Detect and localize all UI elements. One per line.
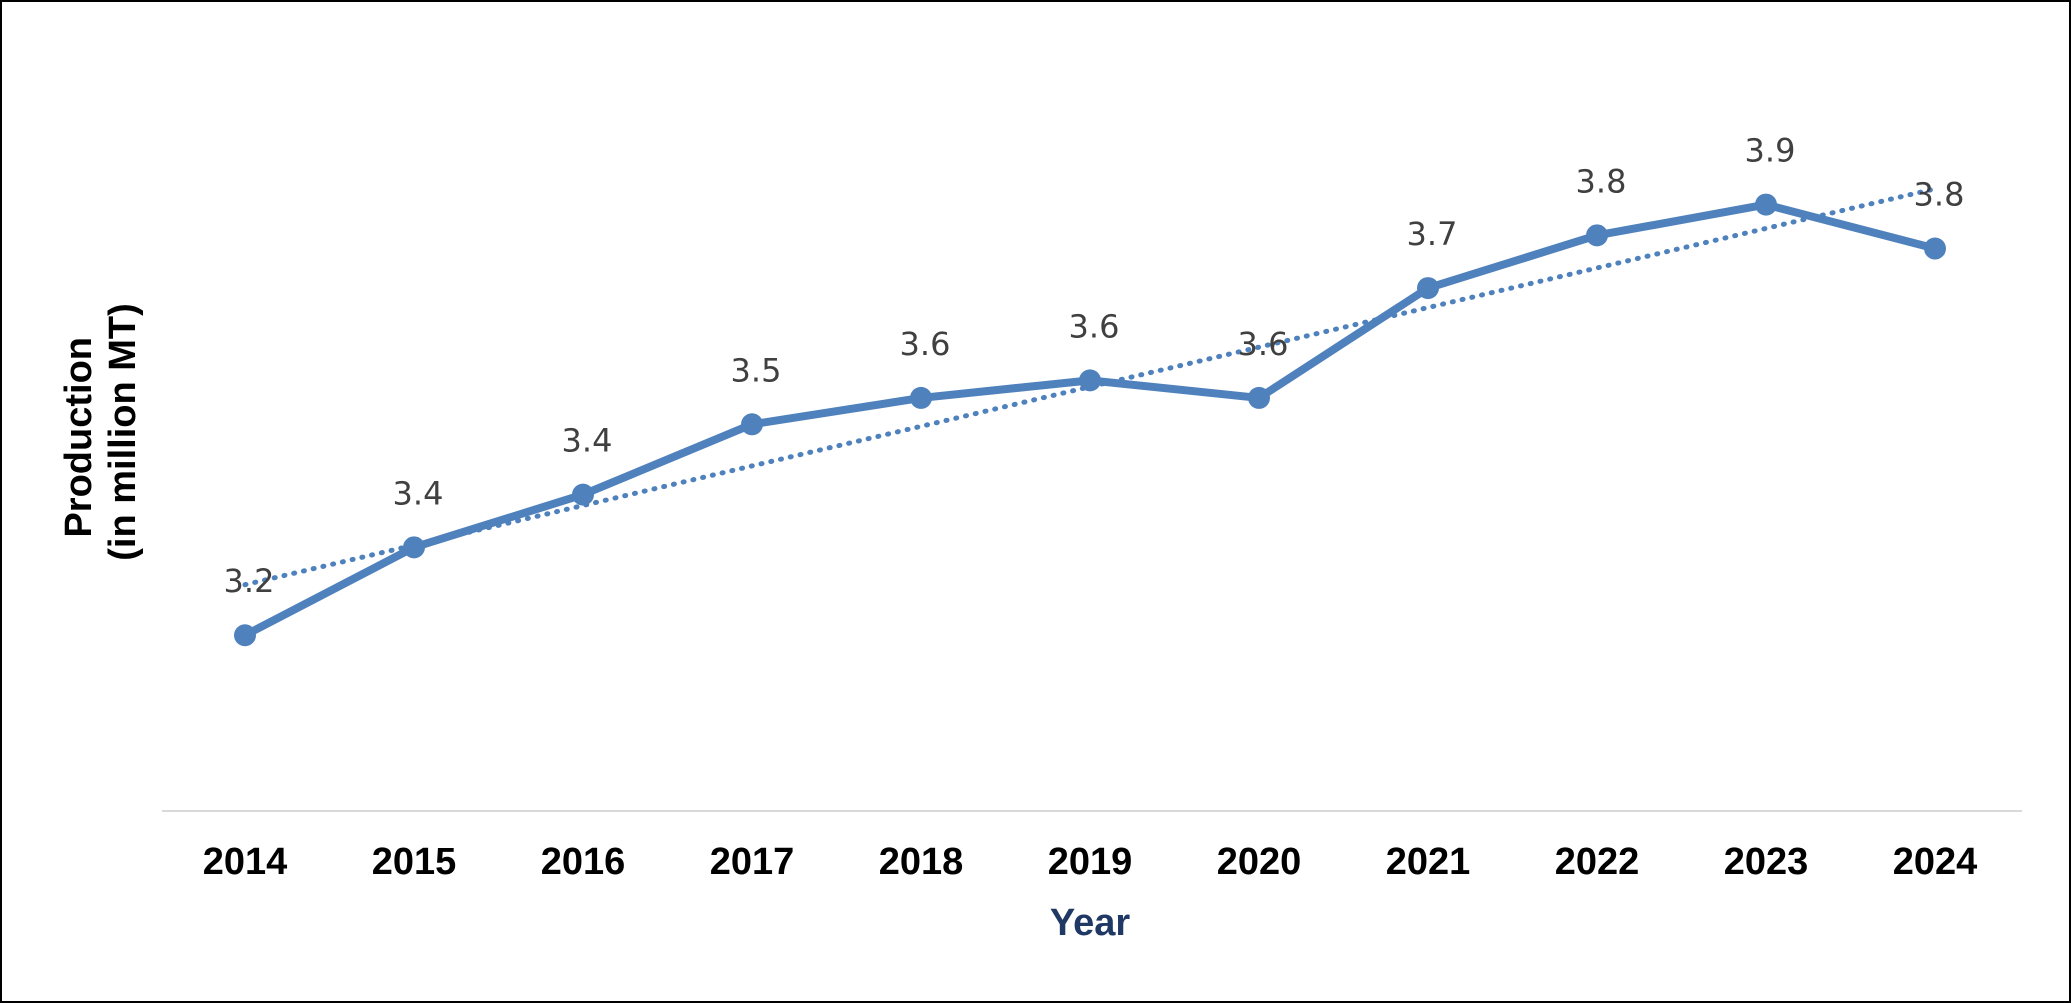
data-point-2017 (741, 413, 763, 436)
x-tick-label-2014: 2014 (203, 841, 288, 883)
data-point-2024 (1924, 237, 1946, 260)
data-label-2021: 3.7 (1407, 215, 1458, 253)
x-tick-label-2020: 2020 (1217, 841, 1302, 883)
data-label-layer: 3.2 3.4 3.4 3.5 3.6 3.6 3.6 3.7 3.8 3.9 3.8 (224, 132, 1965, 601)
data-label-2020: 3.6 (1238, 325, 1289, 363)
data-label-2022: 3.8 (1576, 162, 1627, 200)
x-axis-title: Year (1050, 902, 1131, 944)
y-axis-title-line-1: Production (58, 337, 100, 538)
data-point-2018 (910, 386, 932, 409)
x-tick-label-2015: 2015 (372, 841, 457, 883)
data-label-2023: 3.9 (1745, 132, 1796, 170)
y-axis-title: Production (in million MT) (58, 303, 144, 561)
data-label-2019: 3.6 (1069, 307, 1120, 345)
x-tick-label-2016: 2016 (541, 841, 626, 883)
data-label-2015: 3.4 (393, 474, 444, 512)
data-point-2022 (1586, 224, 1608, 247)
x-tick-label-2023: 2023 (1724, 841, 1809, 883)
data-point-2023 (1755, 193, 1777, 216)
data-point-2020 (1248, 386, 1270, 409)
x-tick-label-2017: 2017 (710, 841, 795, 883)
data-label-2024: 3.8 (1914, 176, 1965, 214)
x-tick-label-2021: 2021 (1386, 841, 1471, 883)
x-tick-label-2018: 2018 (879, 841, 964, 883)
data-point-2015 (403, 536, 425, 559)
y-axis-title-line-2: (in million MT) (102, 303, 144, 561)
x-tick-label-2022: 2022 (1555, 841, 1640, 883)
data-label-2017: 3.5 (731, 351, 782, 389)
x-tick-layer: 2014 2015 2016 2017 2018 2019 2020 2021 2022 2023… (203, 841, 1978, 883)
series-layer (241, 200, 1939, 640)
data-point-2016 (572, 483, 594, 506)
data-point-2021 (1417, 277, 1439, 300)
data-point-2014 (234, 624, 256, 647)
data-label-2014: 3.2 (224, 562, 275, 600)
data-point-2019 (1079, 369, 1101, 392)
marker-layer (234, 193, 1946, 647)
data-label-2018: 3.6 (900, 325, 951, 363)
x-tick-label-2019: 2019 (1048, 841, 1133, 883)
x-tick-label-2024: 2024 (1893, 841, 1978, 883)
data-label-2016: 3.4 (562, 422, 613, 460)
series-line (241, 200, 1939, 640)
